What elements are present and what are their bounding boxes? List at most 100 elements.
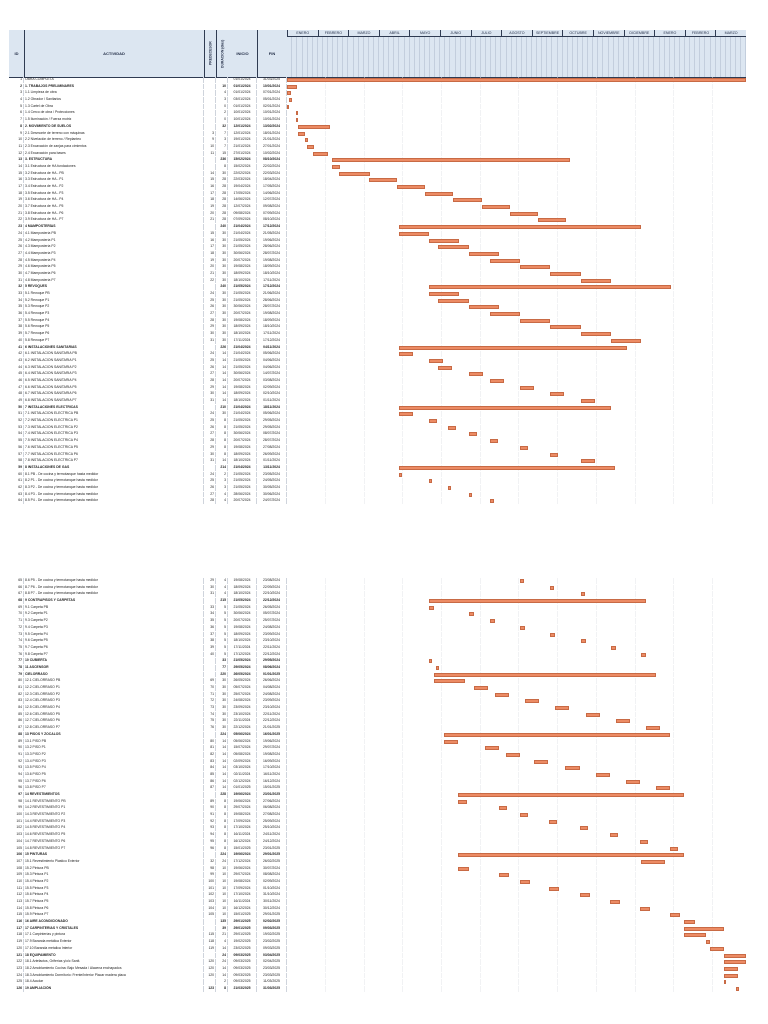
row-id: 72 bbox=[9, 624, 24, 631]
row-id: 26 bbox=[9, 244, 24, 250]
row-activity: OBRA COMPLETA bbox=[24, 77, 204, 83]
gantt-bar bbox=[438, 365, 453, 370]
row-start-date: 21/05/2024 bbox=[228, 244, 257, 250]
row-predecessor: 27 bbox=[204, 371, 216, 377]
row-id: 18 bbox=[9, 190, 24, 197]
row-id: 46 bbox=[9, 377, 24, 384]
row-start-date: 21/04/2024 bbox=[228, 404, 257, 411]
row-start-date: 19/08/2024 bbox=[228, 878, 257, 885]
row-duration: 4 bbox=[216, 939, 228, 945]
row-start-date: 19/06/2024 bbox=[228, 852, 257, 858]
row-duration: 226 bbox=[216, 344, 228, 351]
row-start-date: 18/09/2024 bbox=[228, 451, 257, 458]
gantt-bar bbox=[615, 719, 630, 724]
gantt-bar bbox=[448, 485, 452, 490]
row-id: 106 bbox=[9, 852, 24, 858]
row-duration: 14 bbox=[216, 972, 228, 979]
row-start-date: 21/01/2024 bbox=[228, 143, 257, 150]
row-id: 50 bbox=[9, 404, 24, 411]
gantt-track bbox=[287, 331, 746, 337]
row-predecessor: 103 bbox=[204, 899, 216, 905]
gantt-bar bbox=[453, 198, 482, 203]
row-activity: 13.1 PISO PB bbox=[24, 738, 204, 745]
row-end-date: 30/07/2024 bbox=[257, 865, 287, 872]
gantt-track bbox=[287, 825, 746, 832]
row-activity: 4.3 Mampostería P2 bbox=[24, 244, 204, 250]
month-label: MARZO bbox=[348, 30, 379, 37]
row-start-date: 01/01/2024 bbox=[228, 77, 257, 83]
row-end-date: 10/02/2024 bbox=[257, 150, 287, 157]
row-predecessor bbox=[204, 110, 216, 117]
row-activity: 8.4 P3 - De cocina y termotanque hasta m… bbox=[24, 491, 204, 498]
gantt-bar bbox=[468, 305, 499, 310]
gantt-track bbox=[287, 384, 746, 391]
row-end-date: 19/06/2024 bbox=[257, 237, 287, 244]
row-end-date: 23/09/2024 bbox=[257, 631, 287, 638]
row-start-date: 18/10/2024 bbox=[228, 638, 257, 644]
row-end-date: 30/12/2024 bbox=[257, 905, 287, 912]
row-start-date: 21/05/2024 bbox=[228, 658, 257, 664]
row-start-date: 30/06/2024 bbox=[228, 250, 257, 257]
month-label: FEBRERO bbox=[684, 30, 716, 37]
header-activity: ACTIVIDAD bbox=[24, 30, 205, 77]
row-start-date: 01/01/2024 bbox=[228, 90, 257, 97]
gantt-track bbox=[287, 979, 746, 985]
row-predecessor: 27 bbox=[204, 491, 216, 498]
gantt-track bbox=[287, 899, 746, 905]
row-activity: 7.3 INSTALACION ELECTRICA P2 bbox=[24, 424, 204, 431]
row-id: 103 bbox=[9, 832, 24, 838]
row-start-date: 09/03/2025 bbox=[228, 965, 257, 972]
row-predecessor: 87 bbox=[204, 785, 216, 791]
gantt-track bbox=[287, 177, 746, 183]
row-predecessor: 101 bbox=[204, 885, 216, 892]
schedule-page-1: ID ACTIVIDAD PREDECESOR DURACION (días) … bbox=[9, 30, 746, 510]
gantt-track bbox=[287, 163, 746, 170]
gantt-bar bbox=[640, 839, 649, 844]
row-predecessor: 86 bbox=[204, 778, 216, 785]
row-id: 92 bbox=[9, 758, 24, 765]
row-duration: 10 bbox=[216, 892, 228, 898]
row-id: 90 bbox=[9, 745, 24, 751]
row-end-date: 22/12/2024 bbox=[257, 651, 287, 658]
row-start-date: 02/09/2024 bbox=[228, 758, 257, 765]
gantt-bar bbox=[448, 425, 457, 430]
row-duration: 4 bbox=[216, 584, 228, 591]
gantt-track bbox=[287, 418, 746, 424]
row-duration: 210 bbox=[216, 404, 228, 411]
gantt-track bbox=[287, 658, 746, 664]
row-end-date: 07/01/2024 bbox=[257, 90, 287, 97]
row-id: 32 bbox=[9, 284, 24, 290]
gantt-track bbox=[287, 117, 746, 123]
row-start-date: 05/06/2024 bbox=[228, 731, 257, 738]
row-predecessor: 10 bbox=[204, 143, 216, 150]
row-predecessor bbox=[204, 163, 216, 170]
gantt-bar bbox=[494, 692, 509, 697]
row-start-date: 17/11/2024 bbox=[228, 644, 257, 651]
gantt-bar bbox=[298, 124, 331, 129]
row-activity: 14.8 REVESTIMIENTO P7 bbox=[24, 845, 204, 852]
row-start-date: 21/03/2025 bbox=[228, 985, 257, 992]
row-id: 21 bbox=[9, 210, 24, 217]
row-start-date: 20/07/2024 bbox=[228, 498, 257, 504]
row-id: 20 bbox=[9, 204, 24, 210]
row-end-date: 01/01/2025 bbox=[257, 671, 287, 678]
gantt-track bbox=[287, 818, 746, 825]
gantt-bar bbox=[684, 920, 695, 925]
month-label: FEBRERO bbox=[317, 30, 349, 37]
row-end-date: 10/01/2024 bbox=[257, 110, 287, 117]
row-id: 101 bbox=[9, 818, 24, 825]
row-duration: 10 bbox=[216, 899, 228, 905]
row-activity: 7.7 INSTALACION ELECTRICA P6 bbox=[24, 451, 204, 458]
gantt-track bbox=[287, 919, 746, 925]
row-predecessor: 18 bbox=[204, 250, 216, 257]
row-duration: 5 bbox=[216, 624, 228, 631]
row-predecessor: 34 bbox=[204, 611, 216, 618]
row-end-date: 14/07/2024 bbox=[257, 371, 287, 377]
row-predecessor: 31 bbox=[204, 337, 216, 344]
row-start-date: 01/01/2025 bbox=[228, 785, 257, 791]
gantt-track bbox=[287, 945, 746, 952]
row-predecessor: 21 bbox=[204, 270, 216, 277]
row-start-date: 21/05/2024 bbox=[228, 364, 257, 371]
row-duration: 5 bbox=[216, 618, 228, 624]
row-activity: 6 INSTALACIONES SANITARIAS bbox=[24, 344, 204, 351]
